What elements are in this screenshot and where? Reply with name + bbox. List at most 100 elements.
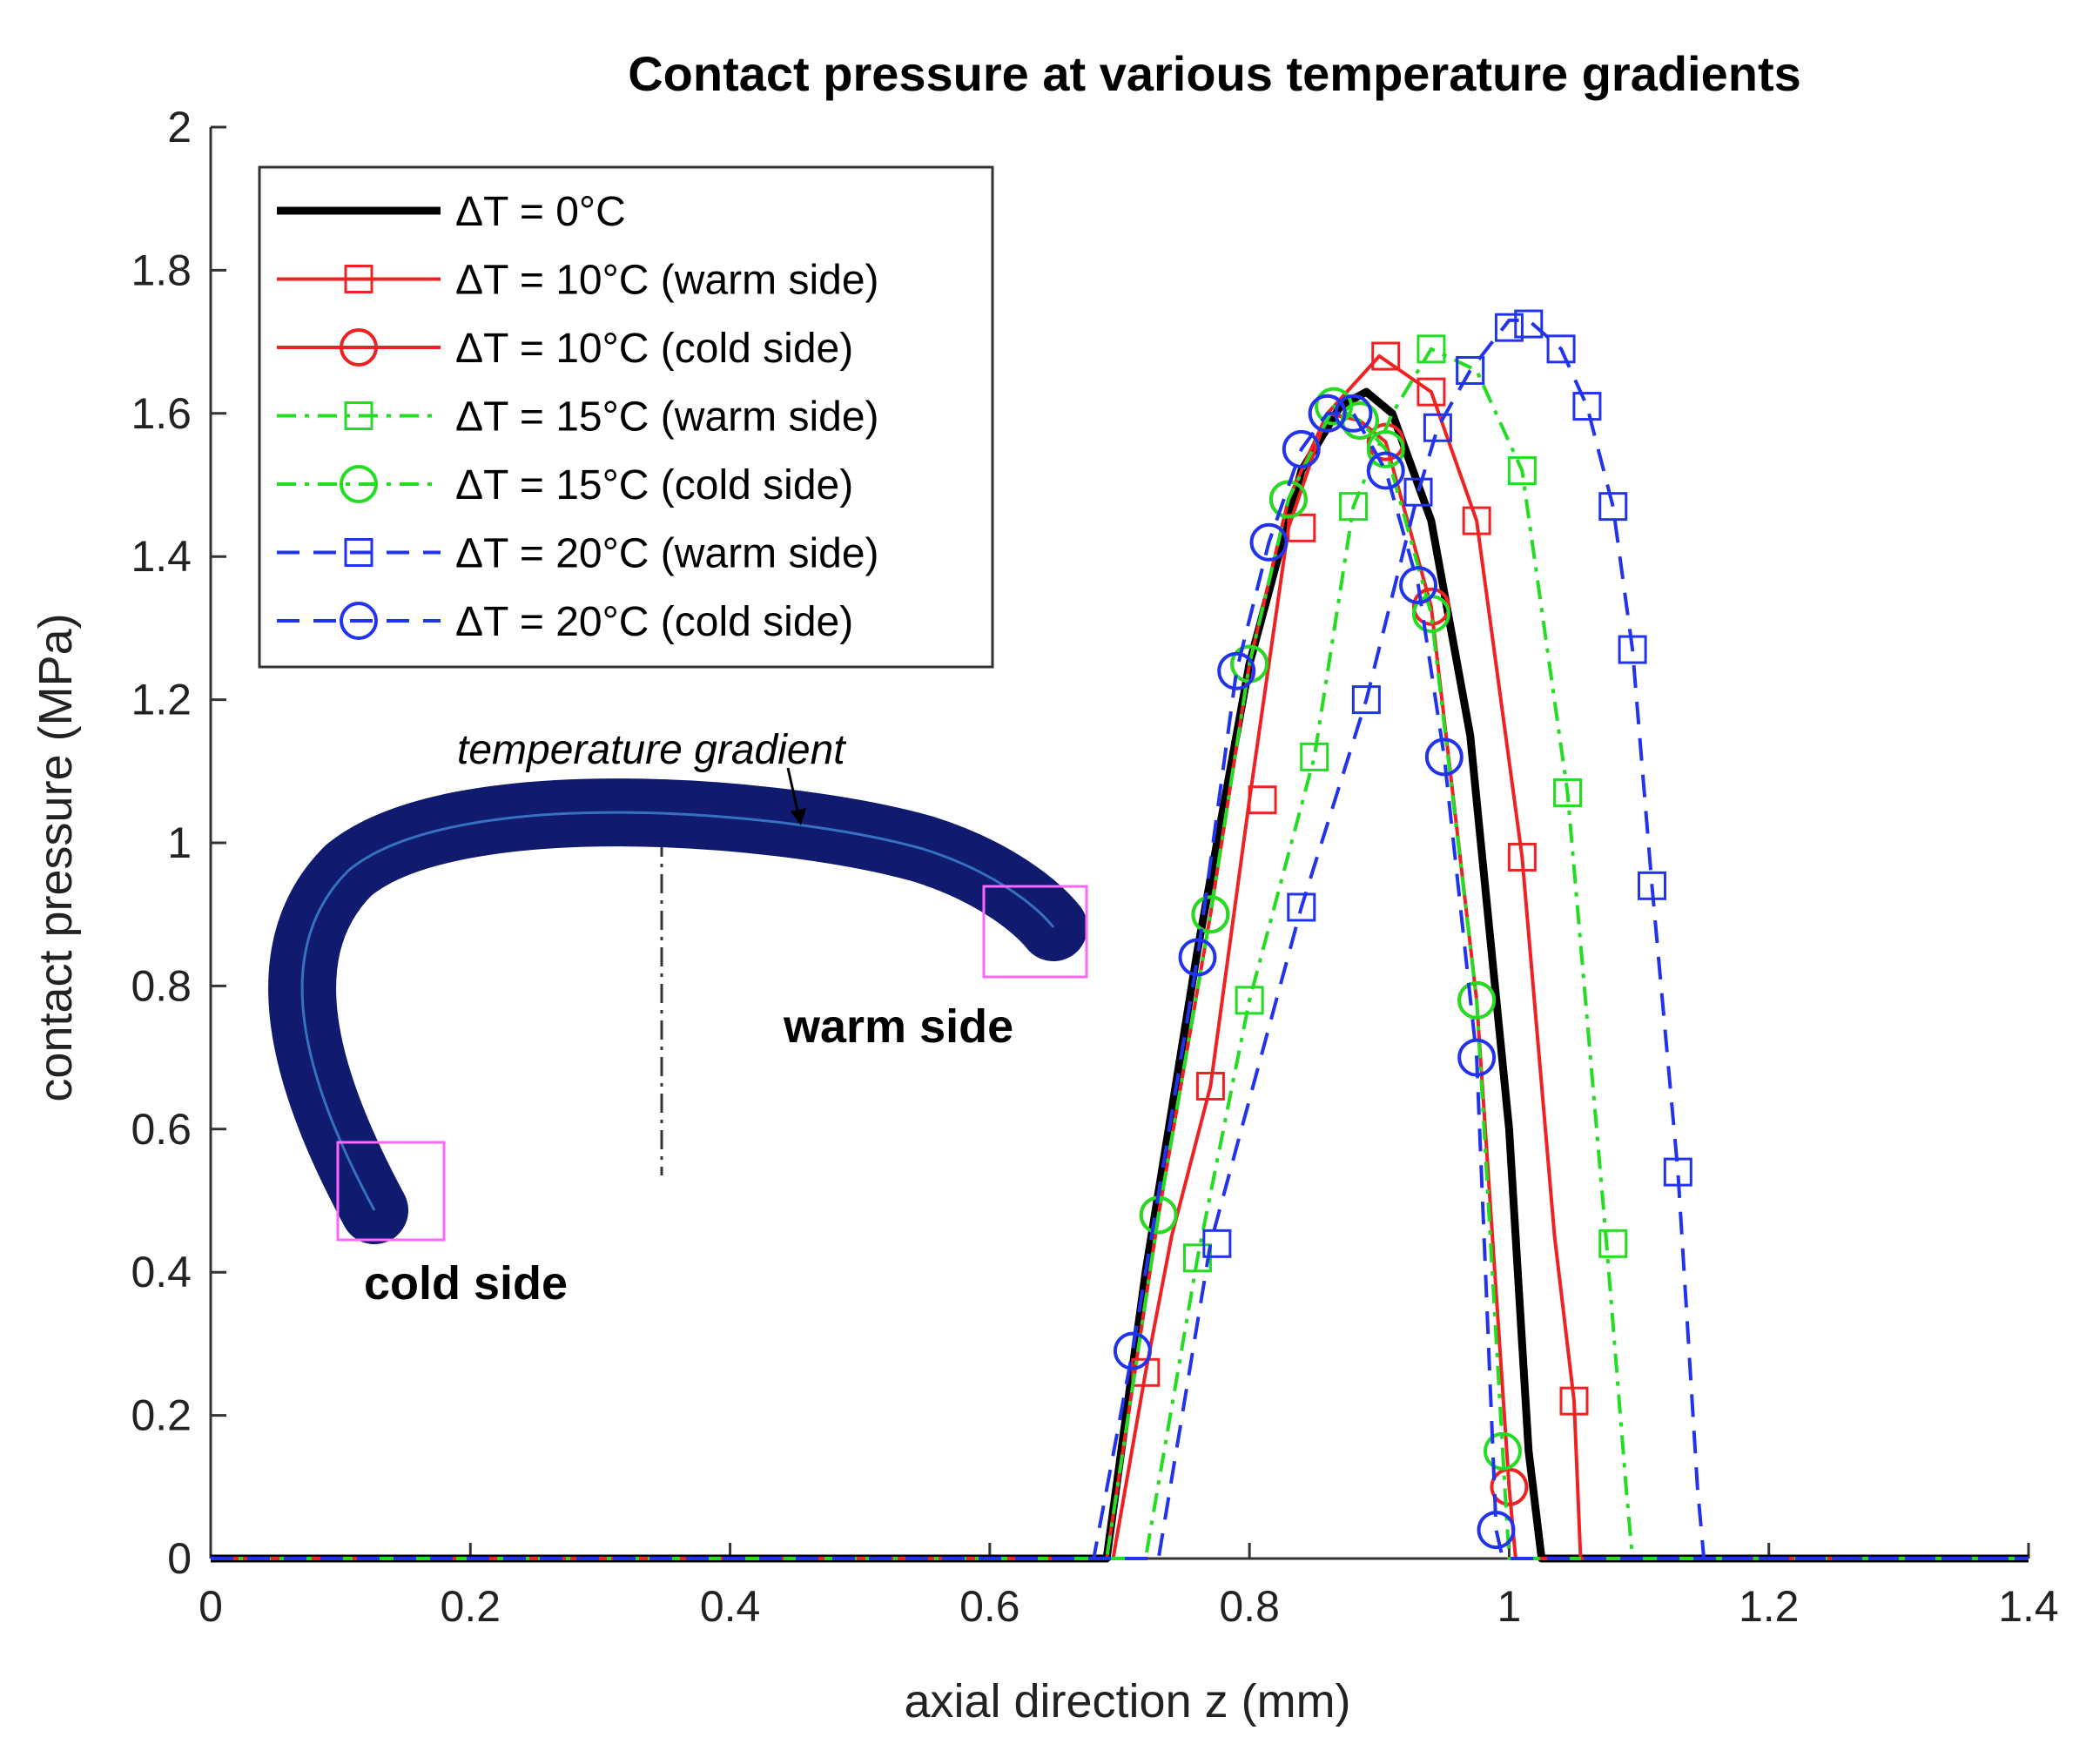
data-marker: [1514, 309, 1544, 339]
y-tick-label: 1.8: [131, 246, 192, 294]
data-marker: [1423, 413, 1452, 442]
data-marker: [1457, 980, 1497, 1020]
legend-label: ΔT = 20°C (cold side): [455, 599, 853, 645]
y-axis-label: contact pressure (MPa): [30, 613, 82, 1101]
x-tick-label: 0.4: [700, 1582, 761, 1631]
data-marker: [1113, 1331, 1152, 1370]
seal-illustration: [268, 767, 1088, 1244]
series-line: [211, 404, 2029, 1560]
data-marker: [1637, 871, 1666, 900]
legend-label: ΔT = 0°C: [455, 189, 626, 235]
legend: ΔT = 0°C ΔT = 10°C (warm side) ΔT = 10°C (…: [258, 165, 994, 669]
legend-label: ΔT = 15°C (warm side): [455, 394, 879, 441]
data-marker: [1300, 742, 1329, 771]
y-tick-label: 0.4: [131, 1248, 192, 1296]
y-tick-label: 1.4: [131, 532, 192, 581]
y-tick-label: 2: [167, 103, 192, 151]
legend-entry: ΔT = 10°C (cold side): [277, 326, 853, 372]
x-tick-label: 0.2: [441, 1582, 501, 1631]
data-marker: [1483, 1431, 1522, 1471]
legend-marker: [344, 401, 373, 430]
data-marker: [1403, 477, 1433, 507]
legend-marker: [340, 328, 378, 367]
data-marker: [1507, 456, 1537, 486]
data-marker: [1366, 429, 1405, 468]
y-tick-label: 0.2: [131, 1391, 192, 1440]
temperature-gradient-annotation: temperature gradient: [457, 727, 846, 773]
data-marker: [1308, 394, 1347, 433]
data-marker: [1416, 377, 1446, 407]
data-marker: [1366, 451, 1405, 490]
data-marker: [1457, 1038, 1497, 1077]
data-marker: [1191, 895, 1230, 934]
series-line: [211, 354, 2029, 1560]
series-5: [211, 387, 2029, 1560]
y-tick-label: 1.6: [131, 389, 192, 438]
legend-entry: ΔT = 15°C (cold side): [277, 462, 853, 508]
warm-side-label: warm side: [783, 1000, 1013, 1053]
series-line: [211, 347, 2029, 1560]
data-marker: [1249, 522, 1289, 562]
series-layer: [211, 309, 2029, 1563]
legend-marker: [340, 465, 378, 503]
legend-entry: ΔT = 0°C: [277, 189, 626, 235]
legend-entry: ΔT = 20°C (warm side): [277, 531, 879, 577]
x-axis-label: axial direction z (mm): [904, 1675, 1350, 1727]
data-marker: [1178, 938, 1217, 977]
data-marker: [1598, 1229, 1628, 1258]
series-2: [211, 341, 2029, 1560]
data-marker: [1572, 392, 1602, 421]
seal-ring-highlight: [300, 811, 1055, 1211]
x-tick-label: 1.2: [1739, 1582, 1800, 1631]
data-marker: [1334, 394, 1373, 433]
data-marker: [1456, 355, 1485, 385]
legend-label: ΔT = 15°C (cold side): [455, 462, 853, 508]
data-marker: [1553, 778, 1583, 807]
legend-entry: ΔT = 15°C (warm side): [277, 394, 879, 441]
cold-side-marker-box: [336, 1141, 446, 1242]
data-marker: [1462, 506, 1491, 535]
series-line: [211, 318, 2029, 1560]
data-marker: [1371, 341, 1401, 371]
data-marker: [1490, 1467, 1529, 1506]
cold-side-label: cold side: [364, 1257, 568, 1310]
data-marker: [1351, 685, 1381, 715]
data-marker: [1477, 1511, 1516, 1550]
x-tick-label: 0.6: [959, 1582, 1020, 1631]
x-tick-label: 1.4: [1998, 1582, 2059, 1631]
data-marker: [1235, 986, 1264, 1015]
legend-label: ΔT = 10°C (warm side): [455, 258, 879, 304]
legend-entry: ΔT = 20°C (cold side): [277, 599, 853, 645]
data-marker: [1248, 785, 1277, 815]
legend-label: ΔT = 10°C (cold side): [455, 326, 853, 372]
data-marker: [1131, 1357, 1161, 1387]
data-marker: [1507, 842, 1537, 872]
data-marker: [1338, 492, 1368, 522]
data-marker: [1618, 635, 1647, 664]
data-marker: [1282, 429, 1321, 468]
data-marker: [1202, 1229, 1232, 1258]
data-marker: [1424, 737, 1464, 777]
legend-marker: [340, 602, 378, 640]
data-marker: [1559, 1386, 1589, 1416]
x-tick-label: 0: [199, 1582, 223, 1631]
data-marker: [1494, 313, 1524, 342]
data-marker: [1546, 334, 1576, 364]
legend-label: ΔT = 20°C (warm side): [455, 531, 879, 577]
data-marker: [1663, 1157, 1692, 1187]
y-tick-label: 1.2: [131, 676, 192, 724]
series-7: [211, 394, 2029, 1560]
axes: 0 0.2 0.4 0.6 0.8 1 1.2 1.4 0 0.2 0.4 0.6 0.8 1 1.2 1.4…: [131, 103, 2058, 1631]
data-marker: [1416, 334, 1446, 364]
gradient-arrow-head: [791, 808, 806, 825]
y-tick-label: 0.8: [131, 961, 192, 1010]
legend-marker: [344, 265, 373, 293]
y-tick-label: 0.6: [131, 1105, 192, 1154]
series-line: [211, 411, 2029, 1560]
data-marker: [1598, 492, 1628, 522]
data-marker: [1399, 566, 1438, 605]
data-marker: [1217, 651, 1256, 690]
legend-box: [258, 165, 994, 669]
data-marker: [1287, 513, 1316, 542]
